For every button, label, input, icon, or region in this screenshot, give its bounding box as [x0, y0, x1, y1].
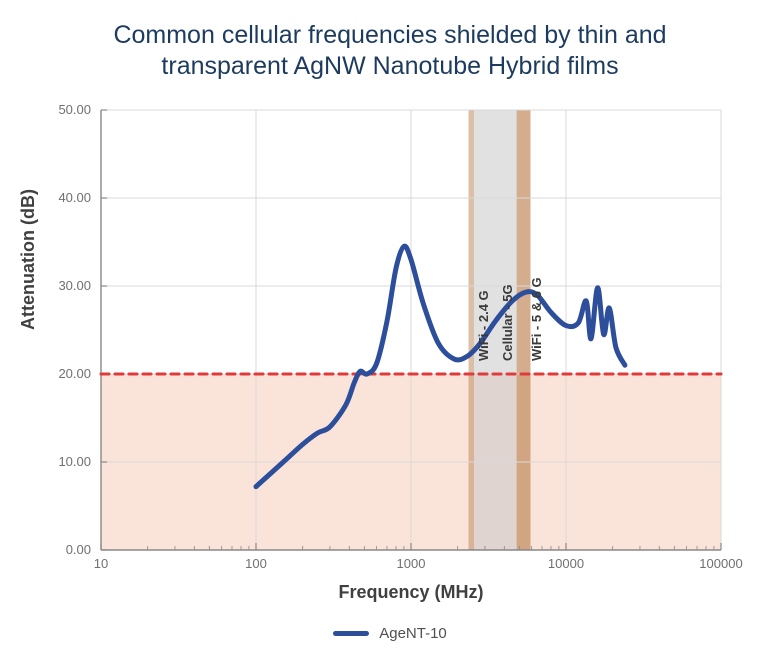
- chart-container: Common cellular frequencies shielded by …: [0, 0, 780, 654]
- x-tick-label: 100000: [691, 556, 751, 571]
- x-axis-label: Frequency (MHz): [95, 582, 727, 603]
- y-tick-label: 0.00: [66, 542, 91, 557]
- x-tick-label: 1000: [381, 556, 441, 571]
- plot-svg: [95, 106, 727, 554]
- y-tick-label: 50.00: [58, 102, 91, 117]
- legend: AgeNT-10: [0, 623, 780, 642]
- legend-label: AgeNT-10: [379, 625, 447, 642]
- chart-title: Common cellular frequencies shielded by …: [0, 0, 780, 89]
- frequency-band-label: WiFi - 2.4 G: [476, 290, 491, 361]
- x-tick-label: 100: [226, 556, 286, 571]
- frequency-band-label: Cellular - 5G: [500, 284, 515, 361]
- plot-container: Frequency (MHz) 0.0010.0020.0030.0040.00…: [95, 106, 727, 554]
- frequency-band-label: WiFi - 5 & 6 G: [529, 277, 544, 361]
- y-tick-label: 30.00: [58, 278, 91, 293]
- y-tick-label: 10.00: [58, 454, 91, 469]
- y-tick-label: 40.00: [58, 190, 91, 205]
- legend-swatch: [333, 631, 369, 636]
- y-axis-label: Attenuation (dB): [18, 189, 39, 330]
- y-tick-label: 20.00: [58, 366, 91, 381]
- x-tick-label: 10000: [536, 556, 596, 571]
- x-tick-label: 10: [71, 556, 131, 571]
